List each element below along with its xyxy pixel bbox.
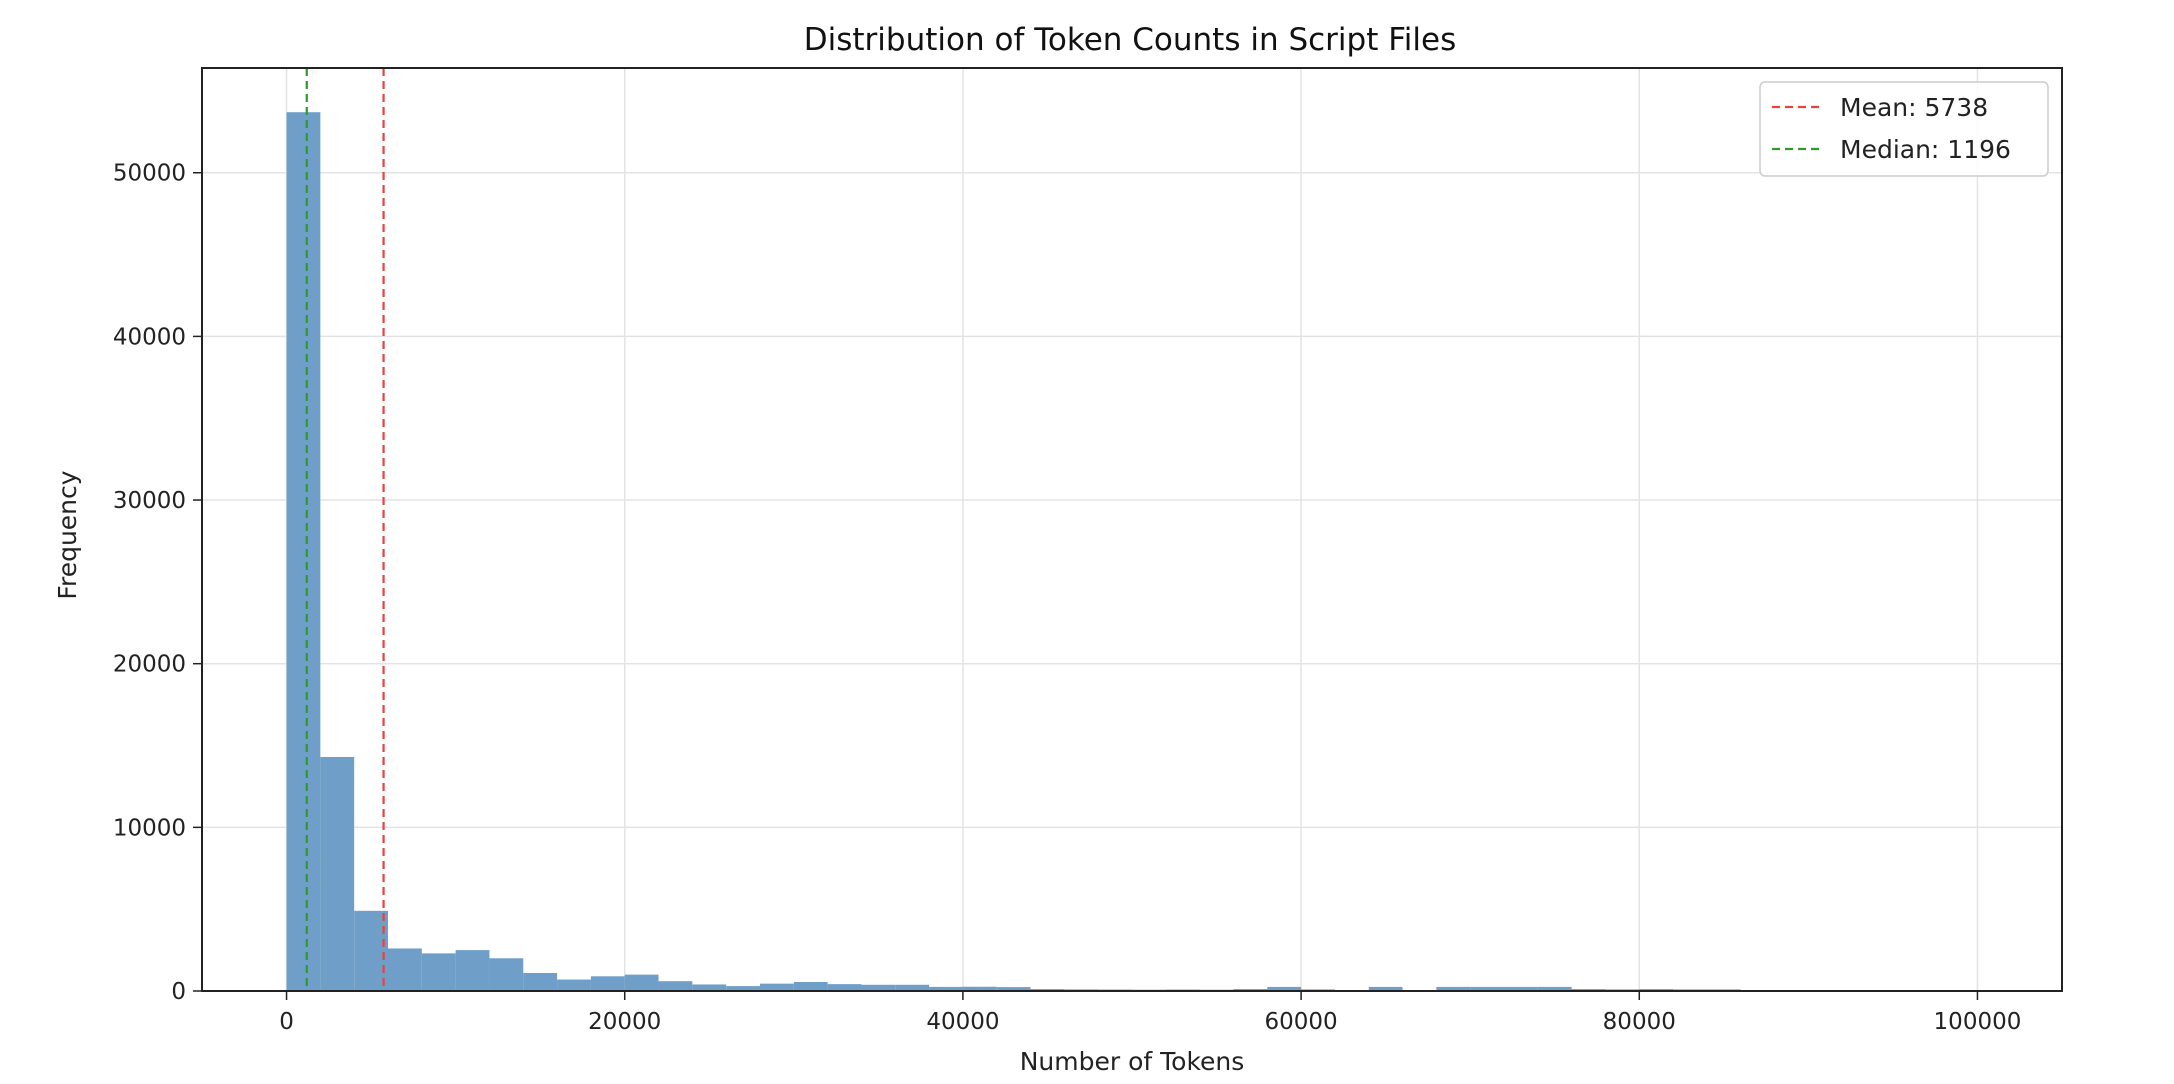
histogram-bar [692, 984, 727, 991]
axis-ticks: 0 20000 40000 60000 80000 100000 0 10000 20000 30… [113, 161, 2022, 1035]
legend-label: Mean: 5738 [1840, 93, 1988, 122]
histogram-bar [523, 972, 558, 991]
histogram-bar [1504, 986, 1538, 991]
y-tick-label: 20000 [113, 652, 186, 678]
histogram-bar [793, 981, 828, 991]
legend: Mean: 5738 Median: 1196 [1759, 81, 2049, 177]
histogram-bars [286, 112, 1978, 992]
histogram-bar [861, 984, 896, 991]
histogram-bar [895, 984, 930, 991]
chart-title: Distribution of Token Counts in Script F… [804, 22, 1456, 58]
histogram-bar [996, 987, 1031, 991]
y-tick-label: 0 [171, 979, 186, 1005]
histogram-bar [1368, 986, 1403, 991]
histogram-bar [354, 910, 388, 991]
x-tick-label: 0 [279, 1009, 294, 1035]
x-axis-label: Number of Tokens [1020, 1047, 1245, 1076]
x-tick-label: 20000 [588, 1009, 661, 1035]
histogram-bar [624, 974, 659, 991]
histogram-bar [455, 950, 490, 991]
histogram-bar [1267, 986, 1302, 991]
grid [202, 68, 2062, 992]
x-tick-label: 100000 [1934, 1009, 2022, 1035]
legend-box [1759, 81, 2049, 177]
histogram-bar [929, 986, 963, 991]
histogram-bar [658, 981, 693, 991]
y-tick-label: 40000 [113, 324, 186, 350]
y-tick-label: 50000 [113, 161, 186, 187]
histogram-bar [388, 948, 422, 991]
y-tick-label: 30000 [113, 488, 186, 514]
histogram-bar [557, 979, 591, 991]
histogram-bar [1470, 986, 1504, 991]
histogram-bar [1537, 986, 1572, 991]
y-axis-label: Frequency [53, 470, 82, 599]
legend-label: Median: 1196 [1840, 135, 2011, 164]
x-tick-label: 80000 [1603, 1009, 1676, 1035]
histogram-bar [726, 986, 760, 991]
x-tick-label: 60000 [1265, 1009, 1338, 1035]
histogram-bar [1436, 986, 1471, 991]
plot-frame [201, 67, 2063, 992]
reference-lines [305, 68, 385, 991]
histogram-bar [320, 756, 355, 991]
histogram-bar [590, 976, 625, 991]
histogram-bar [760, 983, 794, 991]
histogram-bar [827, 984, 862, 991]
x-tick-label: 40000 [926, 1009, 999, 1035]
histogram-bar [489, 958, 524, 991]
y-tick-label: 10000 [113, 815, 186, 841]
histogram-bar [962, 986, 997, 991]
histogram-bar [421, 953, 456, 991]
histogram-bar [286, 112, 321, 992]
